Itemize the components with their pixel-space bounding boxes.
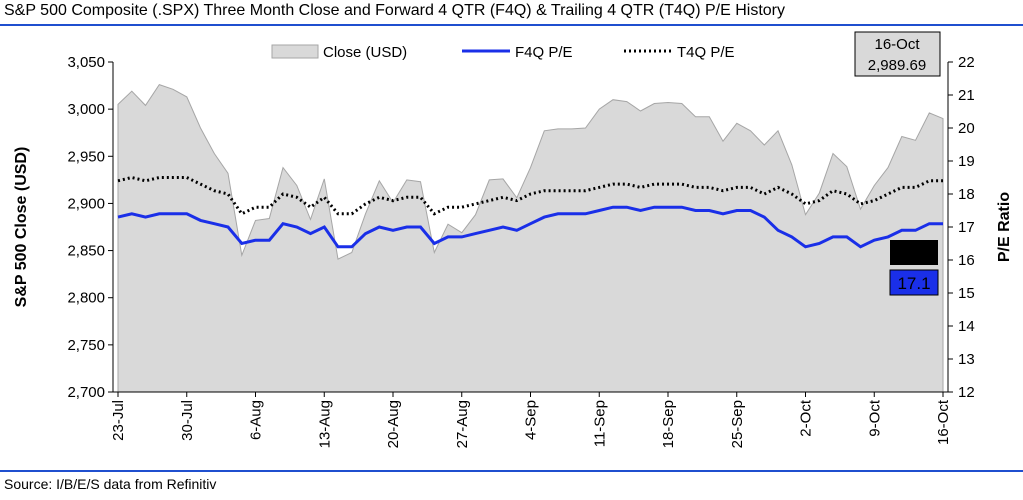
x-tick-label: 20-Aug (385, 400, 402, 448)
right-tick-label: 13 (958, 351, 975, 368)
callout-value: 2,989.69 (868, 57, 926, 74)
left-tick-label: 2,700 (67, 384, 105, 401)
top-rule (0, 24, 1023, 26)
x-tick-label: 18-Sep (660, 400, 677, 448)
callout-box (854, 31, 941, 77)
source-note: Source: I/B/E/S data from Refinitiv (4, 476, 217, 492)
bottom-rule (0, 470, 1023, 472)
left-tick-label: 2,850 (67, 243, 105, 260)
f4q-end-label: 17.1 (897, 274, 930, 293)
right-tick-label: 22 (958, 54, 975, 71)
t4q-line (117, 175, 943, 216)
x-tick-label: 13-Aug (316, 400, 333, 448)
x-tick-label: 9-Oct (866, 399, 883, 437)
x-tick-label: 11-Sep (591, 400, 608, 447)
left-tick-label: 2,800 (67, 290, 105, 307)
t4q-end-label-box (890, 240, 938, 265)
left-tick-label: 2,750 (67, 337, 105, 354)
x-tick-label: 25-Sep (729, 400, 746, 448)
legend-close-label: Close (USD) (323, 44, 407, 61)
x-tick-label: 16-Oct (935, 399, 952, 445)
x-tick-label: 27-Aug (454, 400, 471, 448)
callout-date: 16-Oct (874, 36, 920, 53)
close-area (117, 84, 944, 393)
chart-title: S&P 500 Composite (.SPX) Three Month Clo… (4, 2, 785, 19)
right-tick-label: 21 (958, 87, 975, 104)
left-tick-label: 2,900 (67, 195, 105, 212)
x-tick-label: 6-Aug (248, 400, 265, 440)
f4q-line (117, 205, 943, 249)
legend-t4q-label: T4Q P/E (677, 44, 735, 61)
right-tick-label: 20 (958, 120, 975, 137)
left-tick-label: 2,950 (67, 148, 105, 165)
x-tick-label: 4-Sep (523, 400, 540, 440)
legend-f4q-label: F4Q P/E (515, 44, 573, 61)
right-tick-label: 16 (958, 252, 975, 269)
legend-close-swatch (271, 44, 319, 59)
left-tick-label: 3,000 (67, 101, 105, 118)
x-tick-label: 23-Jul (110, 400, 127, 441)
left-axis-title: S&P 500 Close (USD) (13, 147, 30, 308)
right-tick-label: 12 (958, 384, 975, 401)
f4q-end-label-box (889, 269, 939, 296)
right-tick-label: 18 (958, 186, 975, 203)
right-tick-label: 15 (958, 285, 975, 302)
right-tick-label: 14 (958, 318, 975, 335)
x-tick-label: 30-Jul (179, 400, 196, 441)
right-tick-label: 19 (958, 153, 975, 170)
t4q-end-label: 18.4 (897, 244, 930, 263)
left-tick-label: 3,050 (67, 54, 105, 71)
x-tick-label: 2-Oct (798, 399, 815, 437)
right-tick-label: 17 (958, 219, 975, 236)
right-axis-title: P/E Ratio (996, 192, 1013, 262)
